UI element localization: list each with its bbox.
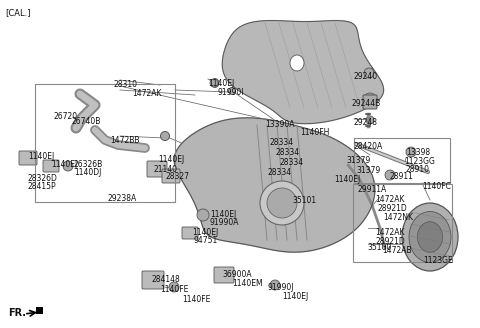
Text: 28334: 28334 [280,158,304,167]
Text: 29238A: 29238A [108,194,137,203]
Text: 28334: 28334 [276,148,300,157]
Ellipse shape [267,188,297,218]
Text: 1140FE: 1140FE [160,285,188,294]
Bar [36,307,43,314]
Ellipse shape [406,147,416,157]
Ellipse shape [63,161,73,171]
Text: 36900A: 36900A [222,270,252,279]
Text: 26326B: 26326B [74,160,103,169]
Text: 1140FC: 1140FC [422,182,451,191]
Text: 26740B: 26740B [71,117,100,126]
Text: 91990A: 91990A [210,218,240,227]
Text: FR.: FR. [8,308,26,318]
Text: 1140FH: 1140FH [300,128,329,137]
Text: 1472BB: 1472BB [110,136,140,145]
Text: 28334: 28334 [270,138,294,147]
Text: 1123GE: 1123GE [423,256,453,265]
Text: 31379: 31379 [346,156,370,165]
Bar [353,184,452,262]
Text: 1140EJ: 1140EJ [158,155,184,164]
Ellipse shape [197,209,209,221]
Ellipse shape [160,132,169,140]
Ellipse shape [228,88,236,94]
FancyBboxPatch shape [182,227,198,239]
Text: 28921D: 28921D [375,237,405,246]
Ellipse shape [402,203,458,271]
Text: 284148: 284148 [152,275,181,284]
Text: 28310: 28310 [113,80,137,89]
Text: 1140EJ: 1140EJ [51,160,77,169]
Text: 13398: 13398 [406,148,430,157]
Text: 1123GG: 1123GG [404,157,435,166]
Text: 13390A: 13390A [265,120,295,129]
Text: 1472AK: 1472AK [375,195,405,204]
Ellipse shape [418,222,443,252]
Text: 1140EJ: 1140EJ [192,228,218,237]
Text: 28921D: 28921D [378,204,408,213]
FancyBboxPatch shape [363,95,377,109]
Text: 29911A: 29911A [358,185,387,194]
Text: 1140EJ: 1140EJ [28,152,54,161]
Bar [354,138,450,183]
Ellipse shape [363,93,377,107]
Ellipse shape [270,280,280,290]
Text: 28911: 28911 [389,172,413,181]
Text: 28327: 28327 [166,172,190,181]
Text: 1140DJ: 1140DJ [74,168,101,177]
Text: 94751: 94751 [194,236,218,245]
Text: 1472NK: 1472NK [383,213,413,222]
Text: 35100: 35100 [367,243,391,252]
Text: 91990I: 91990I [218,88,244,97]
Text: 1472AK: 1472AK [375,228,405,237]
Text: 1140EJ: 1140EJ [210,210,236,219]
Ellipse shape [385,170,395,180]
Ellipse shape [211,78,219,88]
Text: 1472AB: 1472AB [382,246,412,255]
Text: 28415P: 28415P [27,182,56,191]
Ellipse shape [169,282,179,292]
Text: 29244B: 29244B [352,99,381,108]
Ellipse shape [290,55,304,71]
FancyBboxPatch shape [147,161,167,177]
Ellipse shape [409,212,451,262]
Text: 1140FE: 1140FE [182,295,210,304]
Ellipse shape [260,181,304,225]
Text: 21140: 21140 [153,165,177,174]
Text: 28910: 28910 [406,165,430,174]
Text: 1140EJ: 1140EJ [282,292,308,301]
Text: 28326D: 28326D [27,174,57,183]
FancyBboxPatch shape [214,267,234,283]
Text: 26720: 26720 [53,112,77,121]
Polygon shape [222,21,384,124]
Text: 35101: 35101 [292,196,316,205]
Ellipse shape [364,68,374,78]
Text: 28334: 28334 [268,168,292,177]
Text: 1140EM: 1140EM [232,279,263,288]
Text: 1140EJ: 1140EJ [334,175,360,184]
Text: 91990J: 91990J [268,283,295,292]
Text: 29240: 29240 [353,72,377,81]
Text: 29248: 29248 [353,118,377,127]
Text: [CAL.]: [CAL.] [5,8,31,17]
FancyBboxPatch shape [43,160,59,172]
Polygon shape [174,118,375,252]
Ellipse shape [210,79,218,87]
Text: 1472AK: 1472AK [132,89,161,98]
Text: 28420A: 28420A [353,142,382,151]
Ellipse shape [366,116,374,124]
Bar [35,84,175,202]
FancyBboxPatch shape [142,271,164,289]
Text: 1140EJ: 1140EJ [208,79,234,88]
Text: 31379: 31379 [356,166,380,175]
FancyBboxPatch shape [19,151,37,165]
FancyBboxPatch shape [162,169,180,183]
